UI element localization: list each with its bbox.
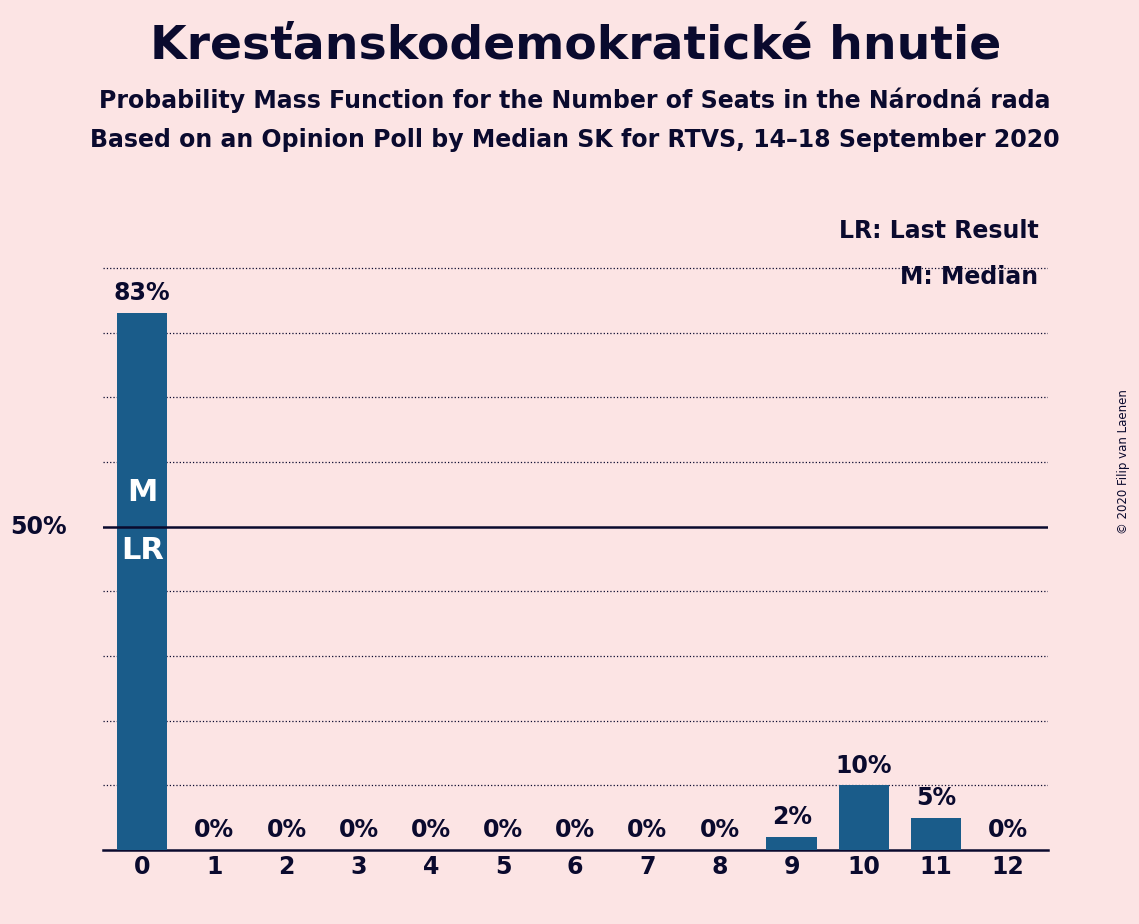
Text: M: M [128, 479, 157, 507]
Text: 0%: 0% [483, 819, 523, 843]
Text: 0%: 0% [699, 819, 739, 843]
Text: 2%: 2% [772, 806, 812, 830]
Bar [117, 313, 167, 850]
Bar [838, 785, 890, 850]
Text: 0%: 0% [989, 819, 1029, 843]
Text: Based on an Opinion Poll by Median SK for RTVS, 14–18 September 2020: Based on an Opinion Poll by Median SK fo… [90, 128, 1060, 152]
Text: 0%: 0% [555, 819, 596, 843]
Text: 0%: 0% [267, 819, 306, 843]
Text: 0%: 0% [411, 819, 451, 843]
Text: 83%: 83% [114, 282, 171, 306]
Bar [767, 837, 817, 850]
Text: M: Median: M: Median [900, 264, 1039, 288]
Text: © 2020 Filip van Laenen: © 2020 Filip van Laenen [1117, 390, 1130, 534]
Text: 0%: 0% [628, 819, 667, 843]
Text: Kresťanskodemokratické hnutie: Kresťanskodemokratické hnutie [149, 23, 1001, 68]
Text: 50%: 50% [10, 515, 66, 539]
Text: 10%: 10% [836, 754, 892, 778]
Text: LR: LR [121, 537, 164, 565]
Text: Probability Mass Function for the Number of Seats in the Národná rada: Probability Mass Function for the Number… [99, 88, 1051, 114]
Bar [911, 818, 961, 850]
Text: 0%: 0% [338, 819, 379, 843]
Text: 5%: 5% [916, 786, 956, 810]
Text: 0%: 0% [195, 819, 235, 843]
Text: LR: Last Result: LR: Last Result [838, 220, 1039, 243]
